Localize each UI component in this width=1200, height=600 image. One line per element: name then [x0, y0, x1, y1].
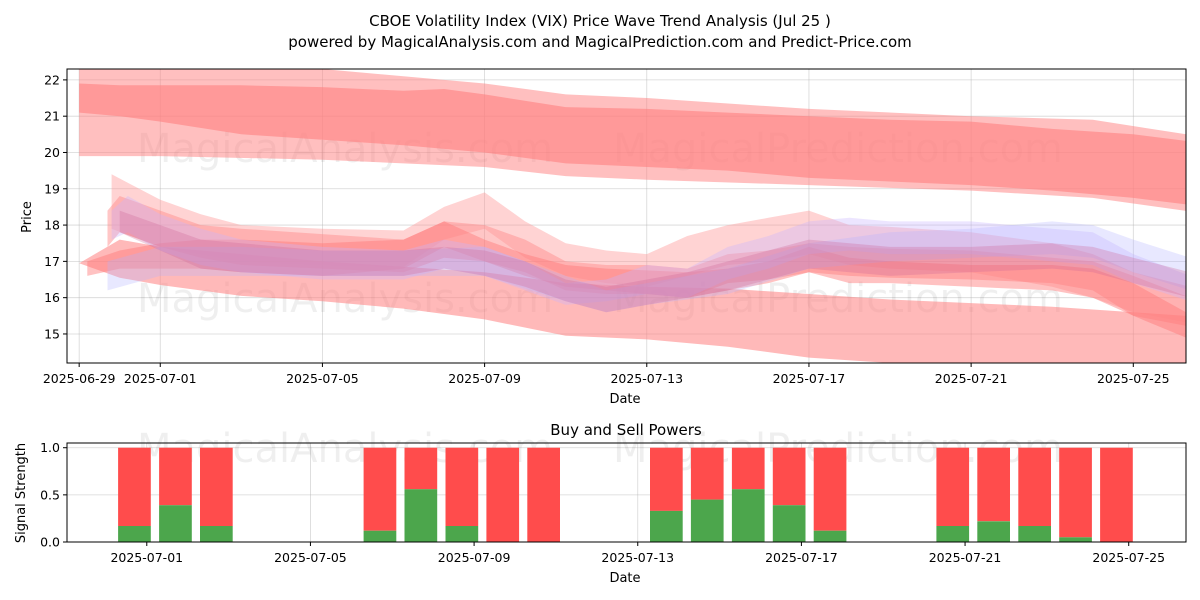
sell-bar-13 — [936, 447, 970, 526]
sell-bar-0 — [118, 447, 151, 526]
price-band-wave-2 — [111, 174, 1186, 323]
price-x-tick-label-0: 2025-06-29 — [43, 371, 116, 386]
price-band-wave-3 — [87, 221, 1186, 338]
sell-bar-1 — [159, 447, 192, 506]
signal-y-tick-label-0: 0.0 — [40, 535, 60, 550]
price-y-tick-label-2: 17 — [44, 254, 60, 269]
signal-x-tick-label-5: 2025-07-21 — [929, 550, 1002, 565]
signal-y-tick-label-1: 0.5 — [40, 487, 60, 502]
chart-title: CBOE Volatility Index (VIX) Price Wave T… — [369, 12, 831, 30]
sell-bar-2 — [200, 447, 233, 526]
sell-bar-11 — [772, 447, 806, 506]
price-y-tick-label-7: 22 — [44, 72, 60, 87]
sell-bar-3 — [363, 447, 397, 531]
buy-bar-4 — [404, 489, 438, 542]
signal-x-tick-label-4: 2025-07-17 — [765, 550, 838, 565]
signal-x-tick-label-2: 2025-07-09 — [438, 550, 511, 565]
sell-bar-6 — [486, 447, 520, 542]
price-band-upper-envelope — [79, 69, 1186, 211]
buy-bar-5 — [445, 526, 479, 542]
sell-bar-7 — [527, 447, 560, 542]
buy-bar-11 — [772, 505, 806, 542]
sell-bar-5 — [445, 447, 479, 526]
price-band-wave-5 — [107, 221, 1186, 313]
signal-y-tick-label-2: 1.0 — [40, 440, 60, 455]
price-x-tick-label-2: 2025-07-05 — [286, 371, 359, 386]
price-y-tick-label-6: 21 — [44, 109, 60, 124]
buy-bar-2 — [200, 526, 233, 542]
buy-bar-15 — [1018, 526, 1051, 542]
chart-subtitle: powered by MagicalAnalysis.com and Magic… — [288, 33, 912, 51]
price-panel: MagicalAnalysis.com MagicalPrediction.co… — [20, 68, 1187, 407]
sell-bar-14 — [977, 447, 1010, 522]
signal-x-tick-label-0: 2025-07-01 — [110, 550, 183, 565]
signal-x-tick-label-3: 2025-07-13 — [601, 550, 674, 565]
price-x-label: Date — [609, 392, 640, 407]
sell-bar-15 — [1018, 447, 1051, 526]
signal-x-label: Date — [609, 571, 640, 586]
price-x-tick-label-5: 2025-07-17 — [773, 371, 846, 386]
price-y-label: Price — [20, 201, 35, 233]
price-x-tick-label-3: 2025-07-09 — [448, 371, 521, 386]
signal-y-label: Signal Strength — [14, 443, 29, 543]
price-band-wave-6 — [119, 210, 1186, 313]
price-band-wave-1 — [107, 196, 1186, 326]
price-x-tick-label-4: 2025-07-13 — [610, 371, 683, 386]
signal-x-tick-label-1: 2025-07-05 — [274, 550, 347, 565]
buy-bar-14 — [977, 521, 1010, 542]
price-band-wave-4 — [111, 196, 1186, 305]
sell-bar-17 — [1100, 447, 1133, 542]
signal-axes-frame — [66, 442, 1187, 543]
price-axes-frame — [66, 68, 1187, 364]
sell-bar-10 — [731, 447, 765, 490]
price-x-ticks: 2025-06-29 2025-07-01 2025-07-05 2025-07-09… — [43, 363, 1170, 386]
buy-bar-10 — [731, 489, 765, 542]
signal-title: Buy and Sell Powers — [550, 421, 702, 439]
sell-bar-8 — [650, 447, 683, 511]
buy-bar-1 — [159, 505, 192, 542]
buy-bar-9 — [690, 499, 724, 542]
sell-bar-12 — [813, 447, 847, 531]
signal-panel: Buy and Sell Powers MagicalAnalysis.com … — [14, 421, 1187, 586]
buy-bar-0 — [118, 526, 151, 542]
signal-y-ticks: 0.0 0.5 1.0 — [40, 440, 67, 550]
buy-bar-12 — [813, 530, 847, 542]
buy-bar-13 — [936, 526, 970, 542]
price-y-tick-label-1: 16 — [44, 290, 60, 305]
price-y-tick-label-3: 18 — [44, 218, 60, 233]
price-y-ticks: 15 16 17 18 19 20 21 22 — [44, 72, 67, 341]
price-x-tick-label-1: 2025-07-01 — [124, 371, 197, 386]
sell-bar-9 — [690, 447, 724, 500]
price-y-tick-label-0: 15 — [44, 326, 60, 341]
sell-bar-16 — [1059, 447, 1092, 538]
buy-bar-16 — [1059, 537, 1092, 542]
signal-x-tick-label-6: 2025-07-25 — [1092, 550, 1165, 565]
sell-bar-4 — [404, 447, 438, 490]
price-bands — [79, 69, 1186, 363]
price-x-tick-label-7: 2025-07-25 — [1097, 371, 1170, 386]
price-y-tick-label-5: 20 — [44, 145, 60, 160]
price-x-tick-label-6: 2025-07-21 — [935, 371, 1008, 386]
buy-bar-3 — [363, 530, 397, 542]
price-y-tick-label-4: 19 — [44, 181, 60, 196]
signal-x-ticks: 2025-07-01 2025-07-05 2025-07-09 2025-07-13… — [110, 542, 1165, 565]
price-band-lower-envelope — [79, 239, 1186, 363]
buy-bar-8 — [650, 510, 683, 542]
signal-bars — [118, 447, 1133, 542]
